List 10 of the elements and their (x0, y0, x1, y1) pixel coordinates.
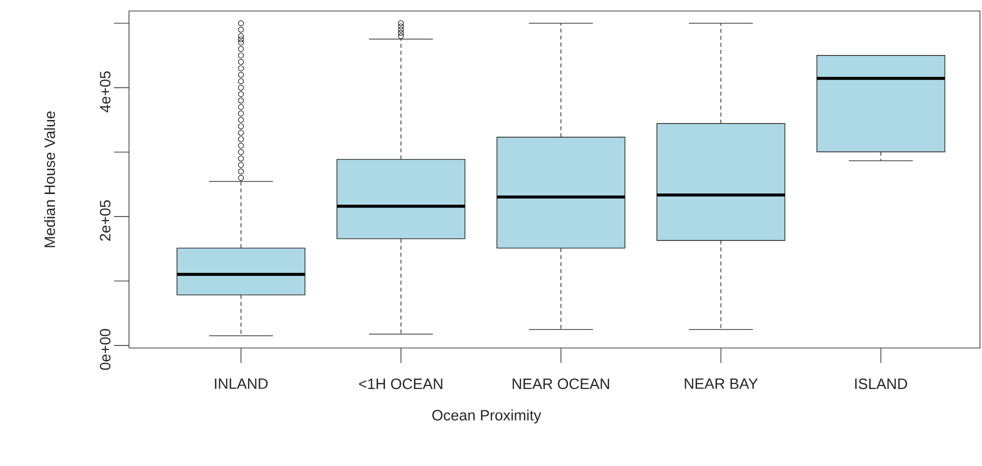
x-tick-label: ISLAND (855, 378, 908, 390)
x-axis-title: Ocean Proximity (432, 410, 542, 424)
y-tick-label: 0e+00 (100, 329, 110, 370)
y-axis-title: Median House Value (44, 111, 56, 248)
y-tick-label: 4e+05 (100, 71, 110, 112)
x-tick-label: INLAND (214, 378, 268, 389)
x-tick-label: NEAR BAY (684, 378, 758, 389)
y-tick-label: 2e+05 (100, 200, 110, 241)
x-tick-label: <1H OCEAN (359, 378, 442, 390)
x-tick-label: NEAR OCEAN (512, 378, 610, 390)
